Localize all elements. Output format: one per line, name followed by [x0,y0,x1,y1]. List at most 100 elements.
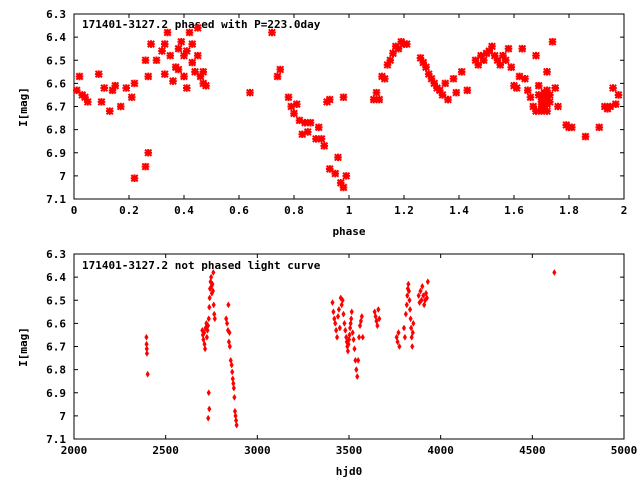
data-point [435,86,444,95]
data-point [287,102,296,111]
y-tick-label: 6.3 [46,248,66,261]
data-point [529,102,538,111]
data-point [356,356,361,364]
data-point [512,84,521,92]
data-point [334,333,340,341]
data-point [144,148,153,157]
data-point [427,74,436,83]
data-point [122,84,131,92]
data-point [202,329,207,337]
y-tick-label: 7.1 [46,193,66,206]
data-point [160,70,169,79]
x-tick-label: 3500 [336,444,363,457]
y-tick-label: 6.5 [46,294,66,307]
data-point [404,301,409,309]
data-point [193,23,202,32]
data-point [152,56,161,65]
data-point [359,312,364,320]
y-tick-label: 6.7 [46,101,66,114]
data-point [424,294,430,302]
data-point [375,322,380,330]
data-point [147,40,155,48]
data-point [402,333,408,341]
data-point [346,336,352,344]
data-point [211,301,216,309]
data-point [394,44,403,53]
data-point [336,178,345,187]
data-point [534,81,543,90]
data-point [232,393,237,401]
data-point [312,134,320,143]
data-point [545,97,554,106]
data-point [182,84,191,92]
data-point [350,329,355,337]
data-point [276,65,285,74]
data-point [144,333,149,341]
data-point [408,315,413,323]
data-point [180,72,188,81]
data-point [160,40,169,48]
data-point [193,51,202,60]
x-tick-label: 2000 [61,444,88,457]
data-points [144,269,557,429]
data-point [346,340,351,348]
data-point [353,356,358,364]
data-point [295,116,304,125]
data-point [141,162,150,171]
data-point [548,37,557,46]
data-point [325,95,334,104]
data-point [383,60,392,69]
data-point [210,287,216,295]
data-point [97,97,106,106]
data-point [375,95,384,104]
data-point [292,100,301,109]
data-point [234,421,239,429]
data-point [411,319,416,327]
data-point [317,134,326,143]
data-point [521,74,529,83]
data-point [331,169,340,178]
data-point [552,269,557,276]
data-point [501,56,510,65]
axis-ticks: 0 0.2 0.4 0.6 0.8 1 1.2 1.4 1.6 1.8 2 6.3 6.4 6.5 6.6 6… [46,8,627,217]
data-point [348,324,353,332]
y-tick-label: 6.3 [46,8,66,21]
y-tick-label: 6.8 [46,364,66,377]
data-point [144,72,153,81]
data-point [356,333,362,341]
data-point [284,93,293,102]
data-point [206,414,211,422]
data-point [174,65,183,74]
data-point [407,306,413,313]
data-point [303,128,312,136]
data-point [386,56,395,65]
data-point [369,95,378,104]
y-tick-label: 6.6 [46,317,66,330]
x-tick-label: 0.8 [284,204,304,217]
x-axis-label: hjd0 [336,465,363,478]
y-tick-label: 7 [59,170,66,183]
data-point [463,86,472,95]
data-point [376,306,381,313]
data-point [377,315,382,323]
data-point [532,51,540,60]
data-point [554,102,562,111]
data-point [611,100,620,109]
x-tick-label: 1.4 [449,204,469,217]
data-point [543,86,551,95]
data-point [352,345,357,353]
data-point [421,292,426,300]
data-point [145,370,150,378]
data-point [395,338,400,346]
data-point [614,91,623,99]
data-point [111,81,120,90]
x-tick-label: 3000 [244,444,271,457]
data-point [581,132,590,141]
x-tick-label: 1.2 [394,204,414,217]
data-point [301,118,309,127]
data-point [518,44,527,53]
data-point [199,67,208,76]
data-point [188,58,197,67]
data-point [406,287,412,295]
data-point [336,306,342,313]
